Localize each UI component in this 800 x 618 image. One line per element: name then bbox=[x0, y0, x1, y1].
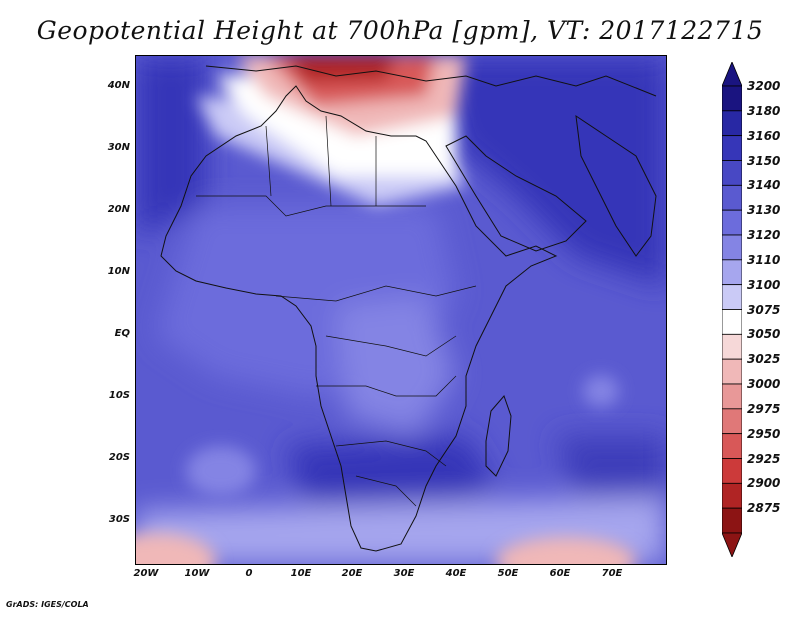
lon-label: 60E bbox=[549, 568, 571, 579]
lon-label: 70E bbox=[601, 568, 623, 579]
colorbar-segment bbox=[722, 482, 742, 509]
lon-label: 10W bbox=[184, 568, 210, 579]
colorbar-bottom-arrow bbox=[722, 532, 742, 557]
colorbar-segment bbox=[722, 507, 742, 534]
colorbar-segment bbox=[722, 383, 742, 410]
lat-label: 30N bbox=[107, 142, 130, 153]
colorbar-level-label: 2875 bbox=[747, 501, 781, 516]
border-north bbox=[265, 115, 377, 207]
borders bbox=[196, 115, 477, 507]
africa-coast bbox=[160, 85, 558, 552]
grads-credit: GrADS: IGES/COLA bbox=[6, 600, 89, 609]
colorbar-level-label: 3180 bbox=[747, 103, 781, 118]
colorbar-level-label: 3150 bbox=[747, 153, 781, 168]
border-sa bbox=[355, 475, 417, 507]
lon-label: 0 bbox=[245, 568, 253, 579]
lat-label: 20S bbox=[108, 452, 130, 463]
colorbar-level-label: 3075 bbox=[747, 302, 781, 317]
lat-label: 40N bbox=[107, 80, 130, 91]
colorbar-segment bbox=[722, 234, 742, 261]
colorbar-segment bbox=[722, 458, 742, 484]
colorbar-segment bbox=[722, 284, 742, 310]
colorbar-level-label: 2900 bbox=[747, 476, 781, 491]
field-sw-pink bbox=[136, 533, 216, 564]
colorbar-level-label: 3130 bbox=[747, 203, 781, 218]
colorbar-segment bbox=[722, 433, 742, 459]
map-title: Geopotential Height at 700hPa [gpm], VT:… bbox=[36, 16, 764, 45]
field-south-high bbox=[286, 436, 496, 516]
field-ne-high bbox=[436, 56, 666, 286]
coastlines bbox=[160, 65, 657, 552]
colorbar-level-label: 3120 bbox=[747, 228, 781, 242]
lon-label: 30E bbox=[393, 568, 415, 579]
field-s-pink bbox=[496, 537, 636, 564]
colorbar bbox=[722, 62, 742, 557]
lon-label: 20E bbox=[341, 568, 363, 579]
geopotential-map bbox=[135, 55, 667, 565]
colorbar-segment bbox=[722, 110, 742, 137]
colorbar-level-label: 3140 bbox=[747, 178, 781, 193]
colorbar-segment bbox=[722, 408, 742, 435]
border-congo bbox=[325, 335, 457, 357]
colorbar-level-label: 3200 bbox=[747, 79, 781, 93]
india-coast bbox=[575, 114, 657, 257]
field-nw-high bbox=[136, 56, 206, 236]
lat-label: 10N bbox=[107, 266, 130, 277]
border-south-central bbox=[316, 375, 457, 397]
lat-label: 30S bbox=[108, 514, 130, 525]
colorbar-segment bbox=[722, 259, 742, 286]
europe-coast bbox=[205, 65, 657, 97]
lat-label: 20N bbox=[107, 204, 130, 215]
colorbar-segments bbox=[722, 85, 742, 534]
colorbar-top-arrow bbox=[722, 62, 742, 87]
field-indian-light bbox=[583, 375, 619, 407]
colorbar-segment bbox=[722, 184, 742, 211]
lon-label: 10E bbox=[290, 568, 312, 579]
colorbar-segment bbox=[722, 135, 742, 161]
colorbar-level-label: 2975 bbox=[747, 401, 781, 416]
colorbar-level-label: 3000 bbox=[747, 377, 781, 391]
field-med-darkred bbox=[286, 56, 396, 82]
colorbar-segment bbox=[722, 209, 742, 236]
lon-label: 20W bbox=[133, 568, 159, 579]
lon-label: 40E bbox=[445, 568, 467, 579]
field-congo bbox=[336, 296, 456, 436]
border-south bbox=[335, 440, 447, 467]
field-atlantic-light bbox=[186, 446, 256, 496]
colorbar-segment bbox=[722, 160, 742, 186]
arabia-coast bbox=[445, 135, 587, 252]
lat-label: 10S bbox=[108, 390, 130, 401]
border-sahel bbox=[196, 195, 426, 217]
colorbar-level-label: 2925 bbox=[747, 451, 781, 466]
colorbar-level-label: 3160 bbox=[747, 128, 781, 143]
colorbar-level-label: 3100 bbox=[747, 277, 781, 292]
colorbar-level-label: 3050 bbox=[747, 327, 781, 342]
colorbar-level-label: 3025 bbox=[747, 352, 781, 367]
border-central bbox=[275, 285, 477, 302]
colorbar-level-label: 2950 bbox=[747, 426, 781, 441]
colorbar-level-label: 3110 bbox=[747, 252, 781, 267]
colorbar-segment bbox=[722, 358, 742, 385]
colorbar-segment bbox=[722, 309, 742, 335]
map-field bbox=[136, 56, 666, 564]
lon-label: 50E bbox=[497, 568, 519, 579]
madagascar-coast bbox=[485, 395, 512, 477]
lat-label: EQ bbox=[114, 328, 130, 339]
colorbar-segment bbox=[722, 85, 742, 112]
colorbar-segment bbox=[722, 333, 742, 360]
